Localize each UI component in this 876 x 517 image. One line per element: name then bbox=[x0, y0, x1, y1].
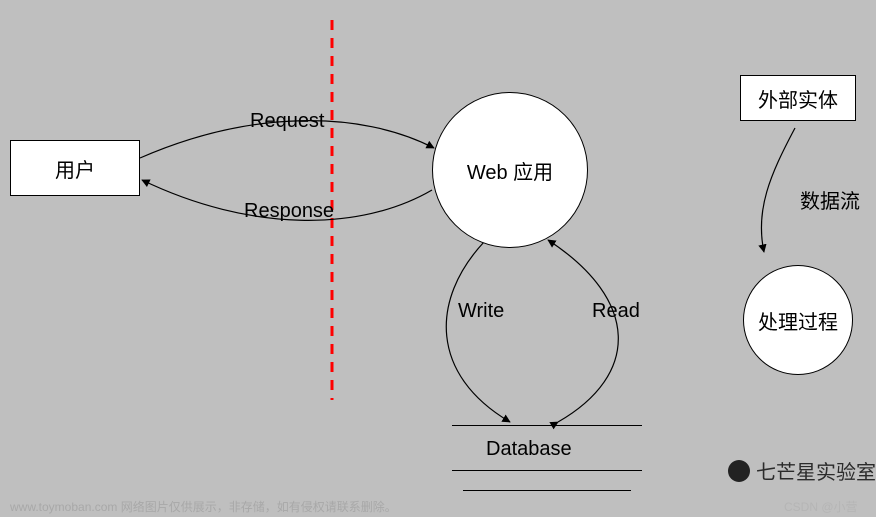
footer-disclaimer: www.toymoban.com 网络图片仅供展示，非存储，如有侵权请联系删除。 bbox=[10, 498, 397, 515]
database-line-top bbox=[452, 425, 642, 426]
database-line-mid bbox=[452, 470, 642, 471]
edge-write-label: Write bbox=[458, 300, 504, 323]
node-webapp: Web 应用 bbox=[432, 92, 588, 248]
edge-read-label: Read bbox=[592, 300, 640, 323]
legend-external-entity: 外部实体 bbox=[740, 75, 856, 121]
brand-watermark: 七芒星实验室 bbox=[728, 456, 876, 485]
edge-legend-dataflow bbox=[761, 128, 795, 252]
diagram-stage: 用户 Web 应用 外部实体 处理过程 Database Request Res… bbox=[0, 0, 876, 517]
footer-credit: CSDN @小营 bbox=[784, 498, 858, 515]
node-webapp-label: Web 应用 bbox=[467, 156, 553, 185]
database-label: Database bbox=[486, 438, 572, 461]
edge-response-label: Response bbox=[244, 200, 334, 223]
edge-legend-label: 数据流 bbox=[800, 185, 860, 214]
edge-write bbox=[446, 242, 510, 422]
node-user: 用户 bbox=[10, 140, 140, 196]
legend-process-label: 处理过程 bbox=[758, 306, 838, 335]
brand-icon bbox=[728, 460, 750, 482]
database-line-bottom bbox=[463, 490, 631, 491]
node-user-label: 用户 bbox=[55, 154, 95, 183]
edge-request-label: Request bbox=[250, 110, 325, 133]
brand-text: 七芒星实验室 bbox=[756, 456, 876, 485]
legend-process: 处理过程 bbox=[743, 265, 853, 375]
edge-read bbox=[548, 240, 618, 422]
legend-external-entity-label: 外部实体 bbox=[758, 84, 838, 113]
